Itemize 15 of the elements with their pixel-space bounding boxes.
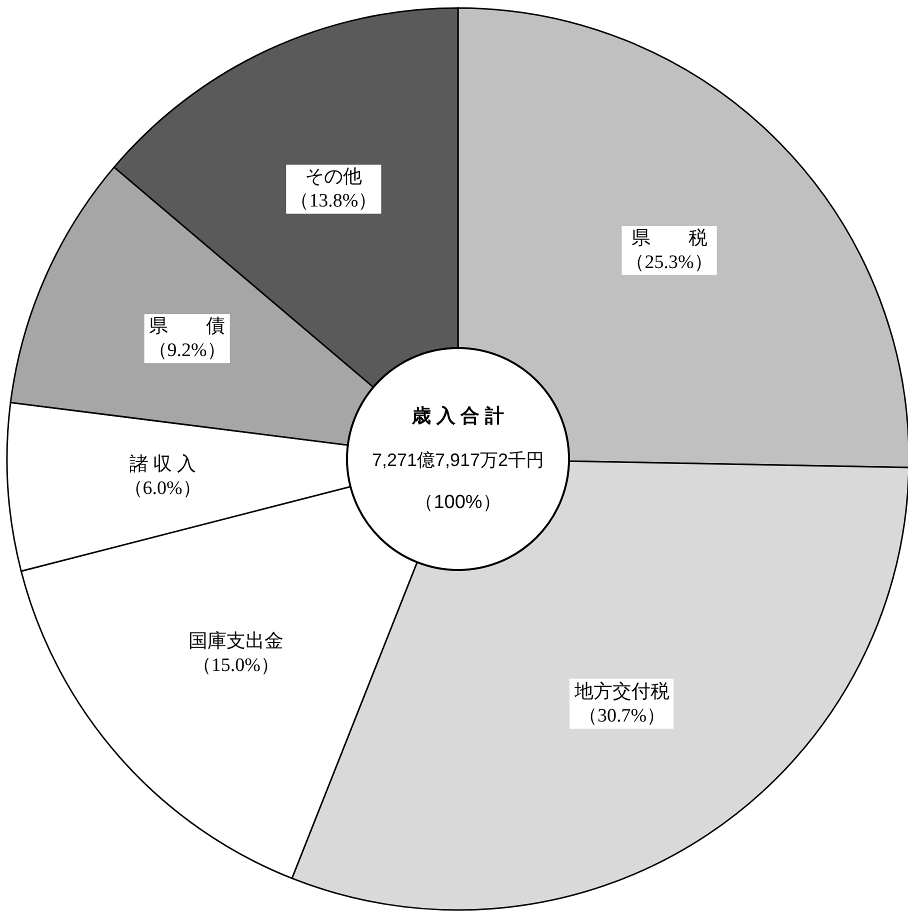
data-label: （15.0%） (192, 655, 280, 676)
slice-label: 国庫支出金 (188, 630, 284, 652)
text: 歳 入 合 計 (411, 405, 504, 428)
text: （100%） (414, 492, 502, 514)
slice-label: 県 税 (631, 228, 708, 250)
data-label: （6.0%） (124, 478, 202, 499)
text: 7,271億7,917万2千円 (372, 450, 544, 470)
slice-label: その他 (305, 166, 362, 188)
slice-label: 地方交付税 (574, 680, 670, 703)
data-label: （9.2%） (148, 340, 226, 362)
data-label: （30.7%） (578, 706, 666, 727)
data-label: （13.8%） (290, 190, 378, 212)
slice-label: 諸 収 入 (129, 454, 196, 475)
data-label: （25.3%） (626, 252, 713, 274)
slice-label: 県 債 (149, 316, 226, 338)
